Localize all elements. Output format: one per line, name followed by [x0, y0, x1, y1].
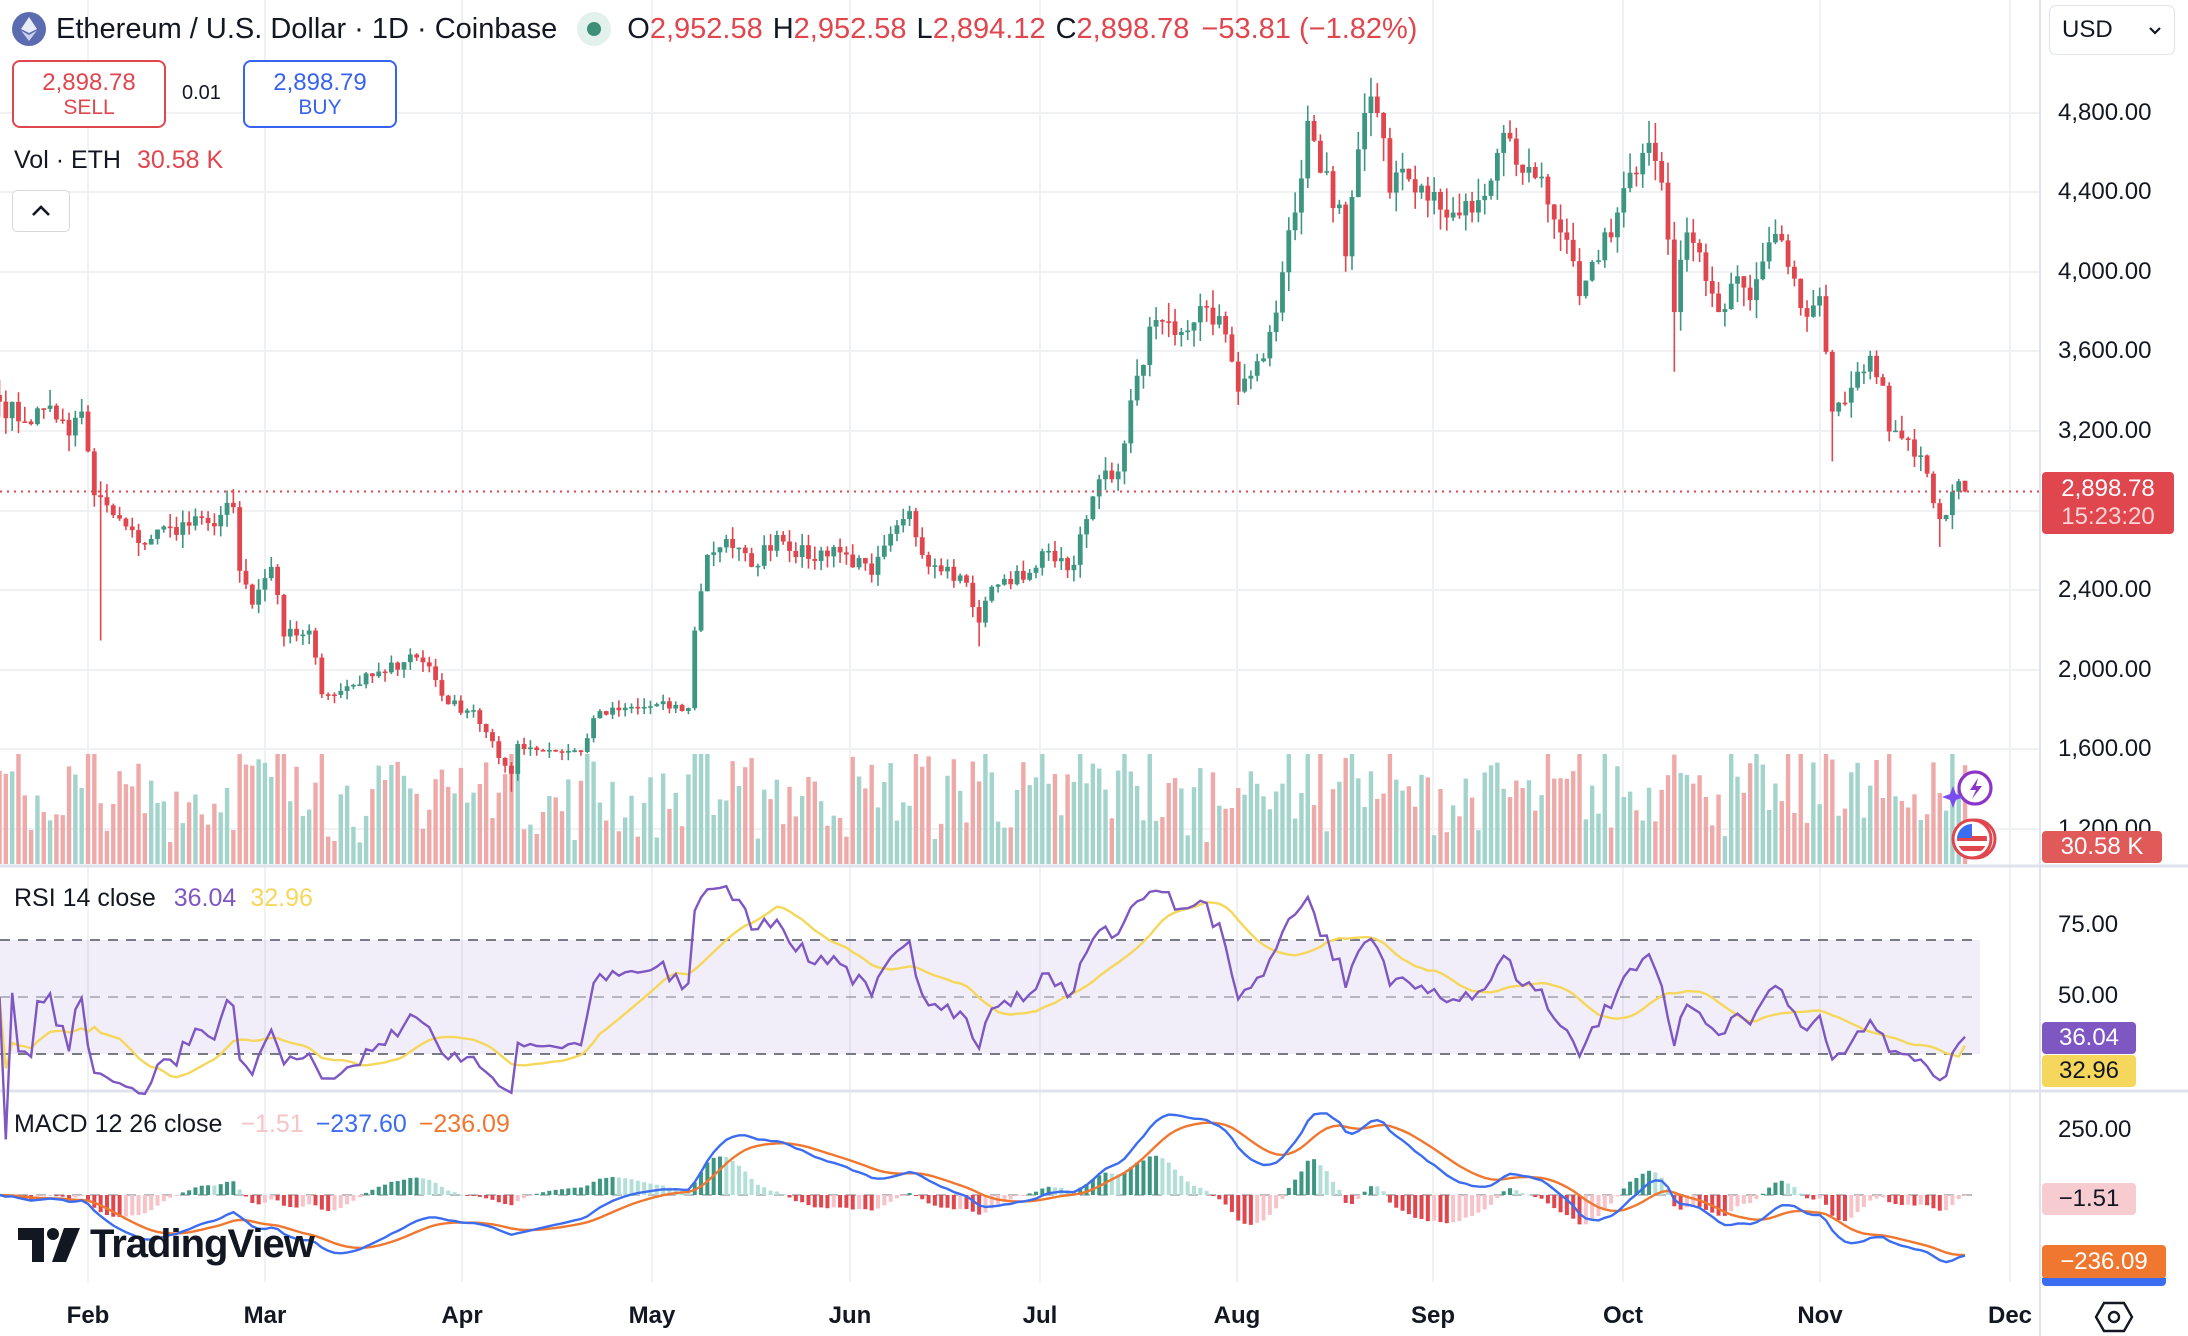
currency-value: USD [2062, 16, 2113, 43]
time-tick: Jul [1022, 1302, 1058, 1329]
macd-hist-tag: −1.51 [2042, 1183, 2136, 1215]
macd-legend[interactable]: MACD 12 26 close −1.51 −237.60 −236.09 [14, 1110, 510, 1139]
sell-button[interactable]: 2,898.78 SELL [12, 60, 166, 128]
volume-legend[interactable]: Vol · ETH 30.58 K [14, 146, 223, 175]
tradingview-logo[interactable]: TradingView [18, 1222, 315, 1267]
buy-price: 2,898.79 [273, 68, 367, 96]
buy-label: BUY [298, 95, 342, 119]
price-change: −53.81 (−1.82%) [1201, 12, 1418, 45]
time-tick: Nov [1797, 1302, 1843, 1329]
high-value: 2,952.58 [793, 12, 907, 45]
rsi-legend[interactable]: RSI 14 close 36.04 32.96 [14, 884, 313, 913]
macd-signal-tag: −236.09 [2042, 1245, 2166, 1279]
sell-label: SELL [63, 95, 115, 119]
symbol-legend: Ethereum / U.S. Dollar · 1D · Coinbase O… [12, 10, 1417, 48]
currency-select[interactable]: USD [2049, 5, 2175, 55]
spread-value: 0.01 [182, 82, 221, 104]
price-tick: 3,600.00 [2058, 337, 2152, 364]
macd-tick: 250.00 [2058, 1116, 2132, 1143]
open-label: O [627, 12, 650, 45]
macd-hist-value: −1.51 [240, 1110, 304, 1138]
price-tick: 3,200.00 [2058, 417, 2152, 444]
close-value: 2,898.78 [1076, 12, 1190, 45]
rsi-ma-value: 32.96 [250, 884, 313, 912]
rsi-value: 36.04 [173, 884, 237, 912]
settings-hex-icon [2094, 1301, 2134, 1333]
time-tick: Apr [441, 1302, 483, 1329]
time-tick: Sep [1410, 1302, 1456, 1329]
volume-tag: 30.58 K [2042, 831, 2162, 863]
low-value: 2,894.12 [932, 12, 1046, 45]
last-price: 2,898.78 [2061, 475, 2155, 502]
rsi-label: RSI 14 close [14, 884, 156, 912]
time-tick: May [628, 1302, 676, 1329]
price-tick: 4,800.00 [2058, 99, 2152, 126]
collapse-legend-button[interactable] [12, 190, 70, 232]
open-value: 2,952.58 [649, 12, 763, 45]
price-tick: 2,400.00 [2058, 576, 2152, 603]
price-tick: 2,000.00 [2058, 656, 2152, 683]
time-tick: Jun [828, 1302, 872, 1329]
macd-label: MACD 12 26 close [14, 1110, 223, 1138]
price-tick: 4,000.00 [2058, 258, 2152, 285]
price-tick: 4,400.00 [2058, 178, 2152, 205]
sell-price: 2,898.78 [42, 68, 136, 96]
volume-label: Vol · ETH [14, 146, 121, 174]
chevron-up-icon [32, 205, 50, 216]
last-price-tag: 2,898.78 15:23:20 [2042, 472, 2174, 534]
symbol-title[interactable]: Ethereum / U.S. Dollar · 1D · Coinbase [56, 12, 558, 45]
rsi-tick: 50.00 [2058, 982, 2119, 1009]
volume-value: 30.58 K [136, 146, 224, 174]
us-economic-event-flag-icon[interactable] [1950, 816, 2000, 862]
time-tick: Dec [1987, 1302, 2033, 1329]
bar-countdown: 15:23:20 [2061, 503, 2155, 530]
low-label: L [916, 12, 933, 45]
chart-settings-button[interactable] [2094, 1300, 2134, 1334]
rsi-tick: 75.00 [2058, 911, 2119, 938]
high-label: H [772, 12, 794, 45]
tradingview-logo-text: TradingView [90, 1222, 315, 1266]
market-status-icon[interactable] [577, 12, 612, 46]
tradingview-logo-icon [18, 1227, 80, 1262]
macd-signal-value: −236.09 [418, 1110, 510, 1138]
ethereum-logo-icon [12, 12, 46, 46]
macd-line-tag [2042, 1278, 2166, 1286]
ai-lightning-event-icon[interactable] [1940, 766, 1998, 814]
buy-button[interactable]: 2,898.79 BUY [243, 60, 397, 128]
macd-value: −237.60 [315, 1110, 407, 1138]
time-tick: Feb [66, 1302, 110, 1329]
close-label: C [1055, 12, 1077, 45]
time-tick: Oct [1602, 1302, 1644, 1329]
rsi-tag: 36.04 [2042, 1022, 2136, 1054]
time-tick: Mar [243, 1302, 287, 1329]
chevron-down-icon [2149, 26, 2161, 35]
time-tick: Aug [1213, 1302, 1261, 1329]
price-tick: 1,600.00 [2058, 735, 2152, 762]
rsi-ma-tag: 32.96 [2042, 1055, 2136, 1087]
